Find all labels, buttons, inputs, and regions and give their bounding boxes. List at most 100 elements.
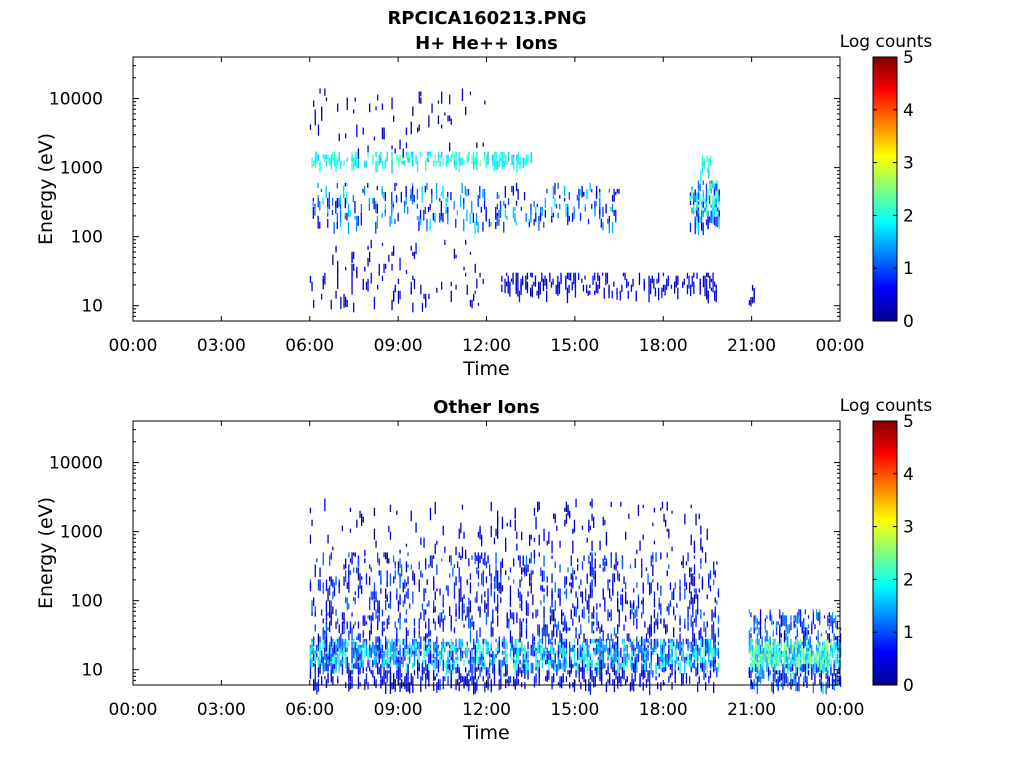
data-cell [388, 254, 390, 262]
data-cell [498, 662, 500, 670]
data-cell [524, 157, 526, 166]
data-cell [314, 151, 316, 164]
data-cell [650, 278, 652, 292]
data-cell [661, 501, 664, 509]
data-cell [628, 653, 630, 661]
data-cell [629, 659, 632, 667]
data-cell [420, 650, 422, 656]
data-cell [694, 207, 696, 213]
data-cell [325, 644, 328, 651]
data-cell [697, 594, 699, 603]
data-cell [354, 97, 356, 102]
data-cell [636, 606, 638, 617]
data-cell [380, 588, 382, 594]
data-cell [567, 627, 569, 631]
data-cell [692, 621, 694, 631]
data-cell [359, 573, 361, 580]
data-cell [517, 588, 520, 598]
data-cell [370, 618, 372, 630]
data-cell [394, 570, 396, 580]
data-cell [332, 254, 334, 265]
data-cell [423, 667, 425, 674]
data-cell [692, 653, 694, 657]
data-cell [769, 670, 771, 676]
data-cell [554, 561, 556, 568]
data-cell [718, 195, 720, 204]
data-cell [380, 673, 382, 679]
data-cell [621, 594, 624, 606]
data-cell [714, 662, 716, 671]
data-cell [343, 576, 345, 586]
data-cell [333, 664, 336, 669]
data-cell [667, 275, 669, 287]
data-cell [697, 180, 700, 190]
data-cell [349, 673, 352, 678]
data-cell [673, 588, 675, 601]
data-cell [445, 662, 448, 676]
data-cell [394, 182, 396, 191]
data-cell [450, 644, 452, 656]
data-cell [373, 507, 376, 517]
data-cell [660, 662, 662, 672]
data-cell [811, 621, 813, 625]
data-cell [463, 679, 465, 689]
data-cell [577, 653, 579, 660]
data-cell [377, 600, 379, 614]
colorbar-tick-label: 1 [903, 623, 914, 643]
data-cell [839, 659, 842, 669]
data-cell [490, 621, 492, 625]
data-cell [549, 659, 552, 666]
data-cell [604, 561, 606, 572]
data-cell [388, 615, 390, 621]
data-cell [407, 552, 409, 556]
data-cell [803, 621, 805, 630]
data-cell [346, 647, 348, 652]
data-cell [761, 636, 763, 647]
data-cell [693, 647, 696, 654]
data-cell [554, 638, 556, 645]
data-cell [546, 647, 548, 654]
data-cell [637, 653, 640, 663]
data-cell [485, 638, 488, 644]
data-cell [553, 650, 555, 655]
data-cell [485, 612, 488, 625]
data-cell [477, 531, 480, 538]
data-cell [493, 591, 496, 603]
data-cell [570, 667, 572, 672]
data-cell [337, 641, 339, 651]
data-cell [708, 638, 710, 645]
data-cell [433, 618, 435, 624]
data-cell [418, 667, 420, 672]
data-cell [790, 615, 792, 621]
data-cell [389, 682, 392, 694]
data-cell [455, 647, 457, 655]
data-cell [684, 624, 686, 629]
data-cell [433, 582, 435, 588]
data-cell [372, 662, 374, 667]
data-cell [429, 151, 432, 157]
data-cell [487, 676, 489, 687]
data-cell [715, 207, 717, 216]
data-cell [701, 161, 704, 167]
data-cell [677, 287, 679, 300]
data-cell [696, 195, 698, 199]
data-cell [515, 221, 518, 226]
data-cell [693, 198, 695, 203]
data-cell [401, 679, 403, 689]
data-cell [679, 618, 681, 626]
data-cell [407, 206, 409, 215]
data-cell [827, 670, 829, 677]
data-cell [772, 667, 774, 673]
data-cell [796, 630, 798, 638]
data-cell [787, 636, 789, 647]
data-cell [469, 650, 472, 660]
data-cell [439, 588, 441, 596]
data-cell [450, 618, 452, 629]
data-cell [391, 145, 393, 150]
data-cell [649, 624, 651, 630]
data-cell [641, 612, 643, 619]
data-cell [775, 624, 778, 628]
data-cell [541, 638, 544, 645]
data-cell [481, 594, 483, 604]
data-cell [782, 612, 784, 617]
